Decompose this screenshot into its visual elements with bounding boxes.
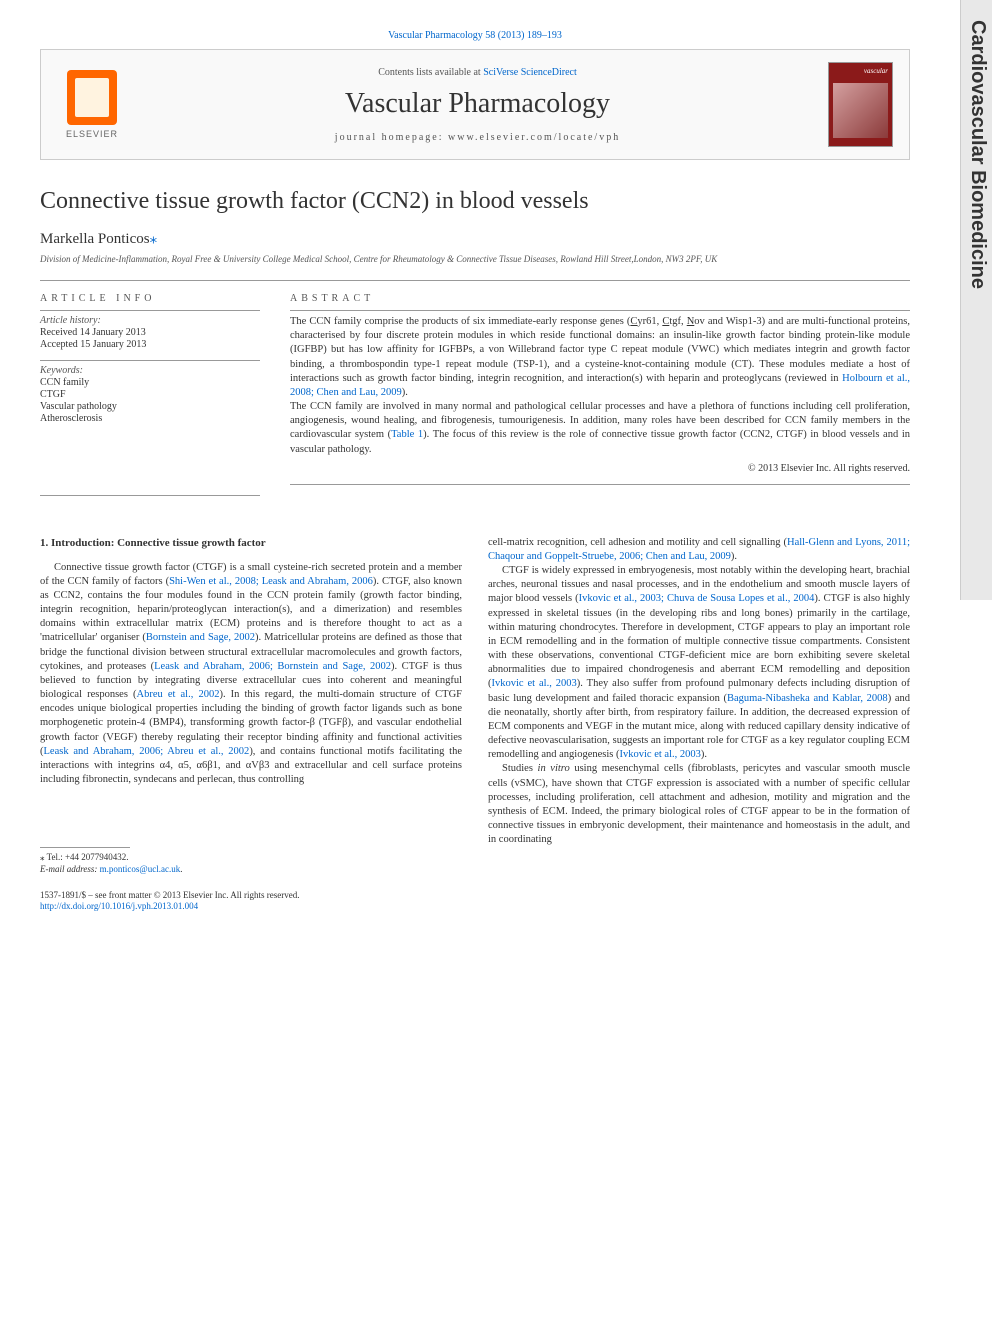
- footnote-separator: [40, 847, 130, 848]
- received-date: Received 14 January 2013: [40, 327, 260, 338]
- text-frag-italic: in vitro: [538, 763, 570, 774]
- journal-homepage: journal homepage: www.elsevier.com/locat…: [127, 132, 828, 143]
- body-paragraph: CTGF is widely expressed in embryogenesi…: [488, 564, 910, 762]
- header-center: Contents lists available at SciVerse Sci…: [127, 67, 828, 143]
- elsevier-tree-icon: [67, 70, 117, 125]
- body-paragraph: Studies in vitro using mesenchymal cells…: [488, 762, 910, 847]
- keyword: CTGF: [40, 389, 260, 400]
- contents-prefix: Contents lists available at: [378, 67, 483, 78]
- abstract-frag: yr61,: [637, 316, 662, 327]
- footnote-tel: ⁎ Tel.: +44 2077940432.: [40, 852, 462, 864]
- bottom-meta: 1537-1891/$ – see front matter © 2013 El…: [40, 890, 462, 913]
- email-link[interactable]: m.ponticos@ucl.ac.uk: [100, 864, 181, 874]
- citation-link[interactable]: Baguma-Nibasheka and Kablar, 2008: [727, 693, 888, 704]
- doi-link[interactable]: http://dx.doi.org/10.1016/j.vph.2013.01.…: [40, 901, 462, 913]
- affiliation: Division of Medicine-Inflammation, Royal…: [40, 254, 910, 264]
- abstract-frag: tgf,: [669, 316, 686, 327]
- divider: [40, 360, 260, 361]
- meta-abstract-row: ARTICLE INFO Article history: Received 1…: [40, 293, 910, 489]
- text-frag: Studies: [502, 763, 538, 774]
- article-info-heading: ARTICLE INFO: [40, 293, 260, 304]
- text-frag: ).: [701, 749, 707, 760]
- contents-line: Contents lists available at SciVerse Sci…: [127, 67, 828, 78]
- citation-link[interactable]: Ivkovic et al., 2003: [492, 678, 577, 689]
- email-suffix: .: [180, 864, 182, 874]
- citation-link[interactable]: Ivkovic et al., 2003; Chuva de Sousa Lop…: [579, 593, 815, 604]
- abstract-frag: The CCN family comprise the products of …: [290, 316, 630, 327]
- sciencedirect-link[interactable]: SciVerse ScienceDirect: [483, 67, 577, 78]
- citation-link[interactable]: Bornstein and Sage, 2002: [146, 632, 255, 643]
- divider: [40, 495, 260, 496]
- author-line: Markella Ponticos⁎: [40, 229, 910, 248]
- corresponding-marker[interactable]: ⁎: [150, 231, 158, 247]
- page-content: Vascular Pharmacology 58 (2013) 189–193 …: [0, 0, 960, 943]
- journal-cover-thumbnail: vascular: [828, 62, 893, 147]
- keyword: CCN family: [40, 377, 260, 388]
- abstract-column: ABSTRACT The CCN family comprise the pro…: [290, 293, 910, 489]
- divider: [40, 310, 260, 311]
- abstract-text: The CCN family comprise the products of …: [290, 315, 910, 457]
- history-label: Article history:: [40, 315, 260, 326]
- body-paragraph: Connective tissue growth factor (CTGF) i…: [40, 561, 462, 788]
- citation-line: Vascular Pharmacology 58 (2013) 189–193: [40, 30, 910, 41]
- section-heading: 1. Introduction: Connective tissue growt…: [40, 536, 462, 551]
- citation-link[interactable]: Shi-Wen et al., 2008; Leask and Abraham,…: [169, 576, 373, 587]
- elsevier-label: ELSEVIER: [66, 129, 118, 139]
- table-link[interactable]: Table 1: [391, 429, 423, 440]
- citation-link[interactable]: Ivkovic et al., 2003: [620, 749, 701, 760]
- abstract-copyright: © 2013 Elsevier Inc. All rights reserved…: [290, 463, 910, 474]
- journal-title: Vascular Pharmacology: [127, 88, 828, 120]
- accepted-date: Accepted 15 January 2013: [40, 339, 260, 350]
- body-columns: 1. Introduction: Connective tissue growt…: [40, 536, 910, 913]
- right-column: cell-matrix recognition, cell adhesion a…: [488, 536, 910, 913]
- article-title: Connective tissue growth factor (CCN2) i…: [40, 188, 910, 215]
- citation-link[interactable]: Abreu et al., 2002: [137, 689, 220, 700]
- text-frag: using mesenchymal cells (fibroblasts, pe…: [488, 763, 910, 845]
- author-name: Markella Ponticos: [40, 231, 150, 247]
- divider: [290, 310, 910, 311]
- elsevier-logo: ELSEVIER: [57, 65, 127, 145]
- corresponding-footnote: ⁎ Tel.: +44 2077940432. E-mail address: …: [40, 852, 462, 875]
- front-matter-line: 1537-1891/$ – see front matter © 2013 El…: [40, 890, 462, 902]
- citation-link[interactable]: Leask and Abraham, 2006; Bornstein and S…: [154, 661, 391, 672]
- text-frag: cell-matrix recognition, cell adhesion a…: [488, 537, 787, 548]
- email-label: E-mail address:: [40, 864, 100, 874]
- side-tab-label: Cardiovascular Biomedicine: [966, 20, 989, 289]
- article-info-column: ARTICLE INFO Article history: Received 1…: [40, 293, 260, 489]
- text-frag: ). CTGF is also highly expressed in skel…: [488, 593, 910, 689]
- keyword: Vascular pathology: [40, 401, 260, 412]
- journal-cover-text: vascular: [833, 67, 888, 75]
- left-column: 1. Introduction: Connective tissue growt…: [40, 536, 462, 913]
- abstract-heading: ABSTRACT: [290, 293, 910, 304]
- citation-link[interactable]: Leask and Abraham, 2006; Abreu et al., 2…: [44, 746, 250, 757]
- journal-header: ELSEVIER Contents lists available at Sci…: [40, 49, 910, 160]
- body-paragraph: cell-matrix recognition, cell adhesion a…: [488, 536, 910, 564]
- keyword: Atherosclerosis: [40, 413, 260, 424]
- text-frag: ).: [731, 551, 737, 562]
- keywords-label: Keywords:: [40, 365, 260, 376]
- divider: [290, 484, 910, 485]
- abstract-frag: ).: [402, 387, 408, 398]
- divider: [40, 280, 910, 281]
- side-tab: Cardiovascular Biomedicine: [960, 0, 992, 600]
